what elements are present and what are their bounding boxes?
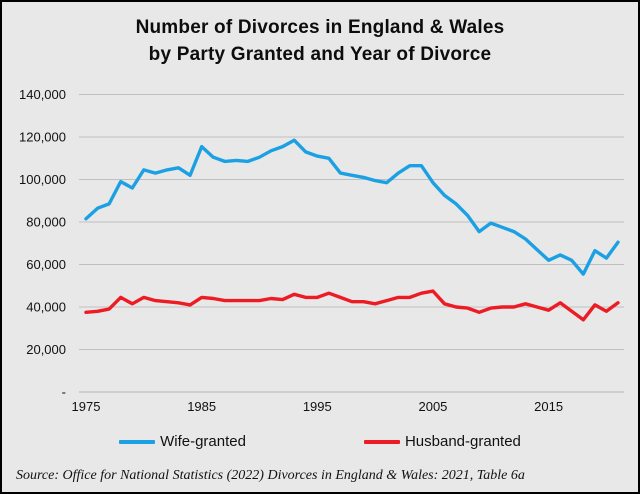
source-citation: Source: Office for National Statistics (… [16, 468, 525, 483]
husband-granted-line-swatch [363, 439, 400, 444]
x-axis-tick-label: 1985 [187, 399, 216, 414]
legend-item-husband-granted: Husband-granted [363, 433, 521, 450]
y-axis-tick-label: 80,000 [26, 215, 66, 230]
y-axis-tick-label: 100,000 [19, 172, 66, 187]
wife-granted-series-line [84, 138, 620, 276]
x-axis-tick-label: 2015 [534, 399, 563, 414]
legend-label-husband-granted: Husband-granted [404, 433, 521, 450]
y-axis-tick-label: 140,000 [19, 87, 66, 102]
x-axis-tick-label: 2005 [418, 399, 447, 414]
x-axis-tick-label: 1975 [72, 399, 101, 414]
wife-granted-line-swatch [119, 439, 156, 444]
y-axis-tick-label: - [62, 385, 66, 400]
y-axis-tick-label: 120,000 [19, 130, 66, 145]
legend-item-wife-granted: Wife-granted [119, 433, 246, 450]
y-axis-tick-label: 60,000 [26, 257, 66, 272]
chart-title-line2: by Party Granted and Year of Divorce [148, 44, 492, 65]
y-axis-tick-label: 40,000 [26, 300, 66, 315]
chart-title-line1: Number of Divorces in England & Wales [135, 17, 505, 38]
husband-granted-series-line [84, 289, 620, 322]
legend: Wife-granted Husband-granted [2, 433, 638, 450]
x-axis-tick-label: 1995 [303, 399, 332, 414]
y-axis-tick-label: 20,000 [26, 342, 66, 357]
legend-label-wife-granted: Wife-granted [160, 433, 246, 450]
chart-title: Number of Divorces in England & Wales by… [2, 14, 638, 68]
